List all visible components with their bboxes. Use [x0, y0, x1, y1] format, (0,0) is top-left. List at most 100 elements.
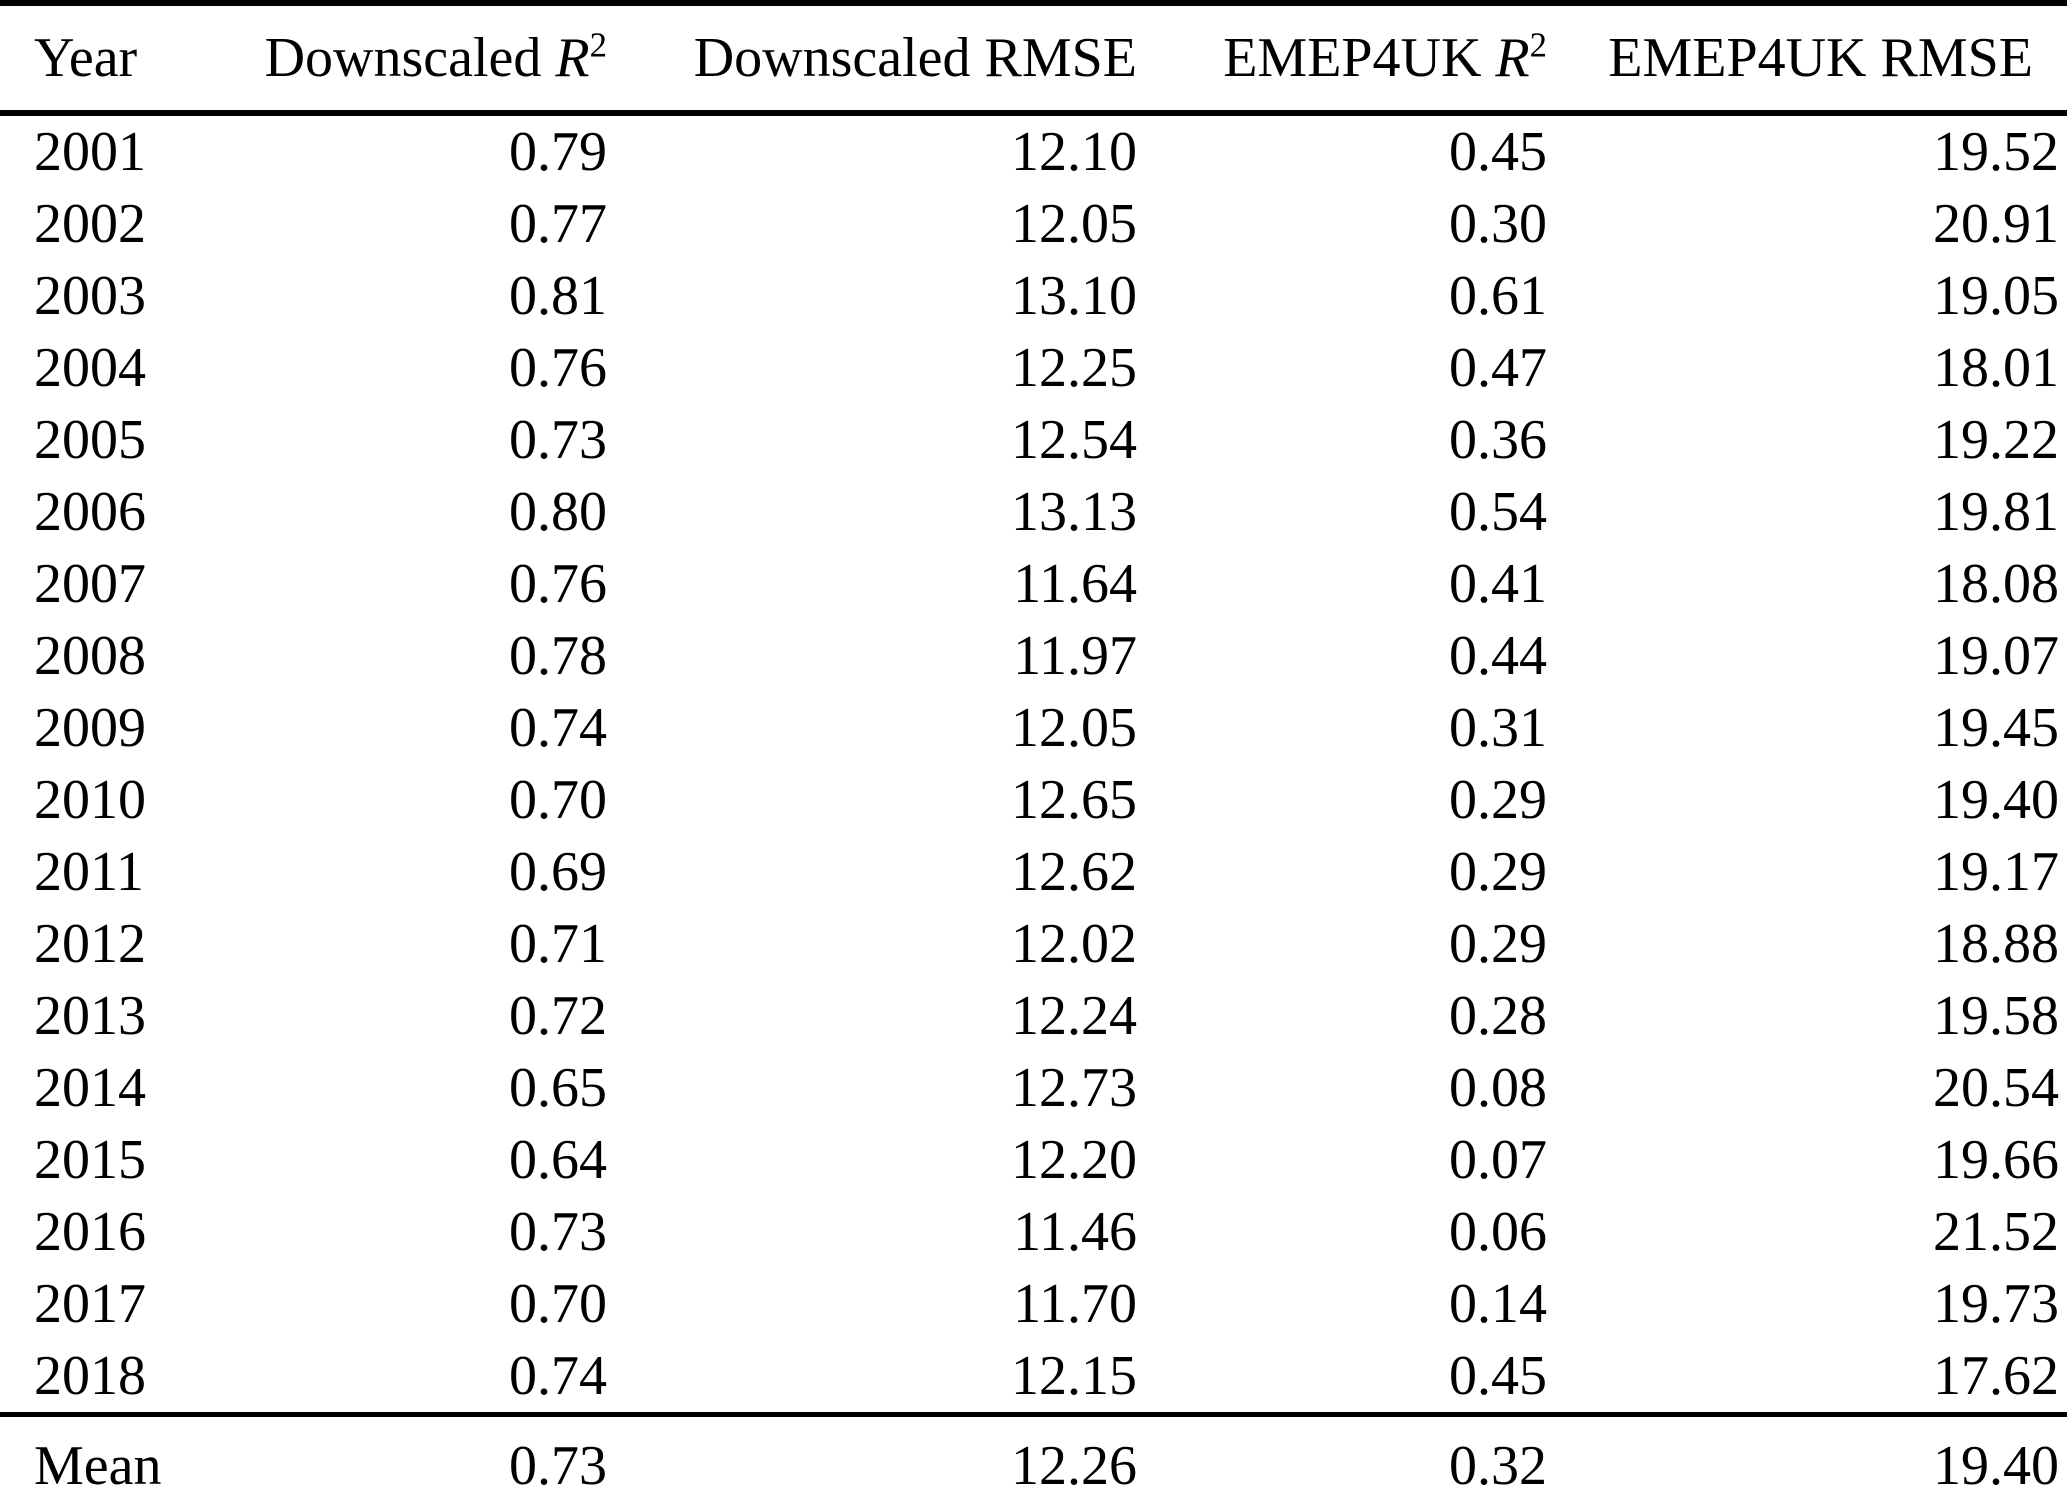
r-symbol: R — [555, 27, 590, 89]
year-cell: 2001 — [34, 121, 146, 183]
value-cell: 0.29 — [1449, 769, 1547, 831]
table-row: 2016 0.73 11.46 0.06 21.52 — [0, 1196, 2067, 1268]
value-cell: 0.76 — [509, 553, 607, 615]
mean-value-cell: 0.32 — [1145, 1412, 1555, 1491]
table-row: 2012 0.71 12.02 0.29 18.88 — [0, 908, 2067, 980]
value-cell: 12.10 — [1011, 121, 1137, 183]
value-cell: 0.79 — [509, 121, 607, 183]
value-cell: 19.40 — [1933, 769, 2059, 831]
value-cell: 0.29 — [1449, 913, 1547, 975]
value-cell: 12.54 — [1011, 409, 1137, 471]
year-cell: 2008 — [34, 625, 146, 687]
year-cell: 2014 — [34, 1057, 146, 1119]
value-cell: 20.91 — [1933, 193, 2059, 255]
value-cell: 0.06 — [1449, 1201, 1547, 1263]
value-cell: 11.97 — [1013, 625, 1137, 687]
value-cell: 19.17 — [1933, 841, 2059, 903]
year-cell: 2017 — [34, 1273, 146, 1335]
value-cell: 0.30 — [1449, 193, 1547, 255]
table-row: 2002 0.77 12.05 0.30 20.91 — [0, 188, 2067, 260]
year-cell: 2010 — [34, 769, 146, 831]
value-cell: 0.61 — [1449, 265, 1547, 327]
table-row: 2006 0.80 13.13 0.54 19.81 — [0, 476, 2067, 548]
value-cell: 0.41 — [1449, 553, 1547, 615]
value-cell: 0.74 — [509, 697, 607, 759]
value-cell: 12.62 — [1011, 841, 1137, 903]
table-row: 2015 0.64 12.20 0.07 19.66 — [0, 1124, 2067, 1196]
value-cell: 11.64 — [1013, 553, 1137, 615]
table-row: 2010 0.70 12.65 0.29 19.40 — [0, 764, 2067, 836]
value-cell: 19.58 — [1933, 985, 2059, 1047]
value-cell: 12.24 — [1011, 985, 1137, 1047]
value-cell: 0.70 — [509, 769, 607, 831]
table-row: 2018 0.74 12.15 0.45 17.62 — [0, 1340, 2067, 1415]
year-cell: 2011 — [34, 841, 144, 903]
value-cell: 0.78 — [509, 625, 607, 687]
value-cell: 0.80 — [509, 481, 607, 543]
value-cell: 17.62 — [1933, 1345, 2059, 1407]
value-cell: 0.31 — [1449, 697, 1547, 759]
value-cell: 19.52 — [1933, 121, 2059, 183]
value-cell: 18.01 — [1933, 337, 2059, 399]
value-cell: 0.54 — [1449, 481, 1547, 543]
year-cell: 2012 — [34, 913, 146, 975]
value-cell: 0.44 — [1449, 625, 1547, 687]
table-row: 2004 0.76 12.25 0.47 18.01 — [0, 332, 2067, 404]
value-cell: 12.73 — [1011, 1057, 1137, 1119]
column-header-downscaled-rmse: Downscaled RMSE — [615, 3, 1145, 116]
year-cell: 2004 — [34, 337, 146, 399]
year-cell: 2009 — [34, 697, 146, 759]
value-cell: 19.22 — [1933, 409, 2059, 471]
value-cell: 19.81 — [1933, 481, 2059, 543]
value-cell: 20.54 — [1933, 1057, 2059, 1119]
value-cell: 12.05 — [1011, 697, 1137, 759]
value-cell: 0.71 — [509, 913, 607, 975]
table-row: 2009 0.74 12.05 0.31 19.45 — [0, 692, 2067, 764]
header-label: EMEP4UK — [1223, 27, 1496, 89]
value-cell: 12.20 — [1011, 1129, 1137, 1191]
value-cell: 13.13 — [1011, 481, 1137, 543]
column-header-emep4uk-rmse: EMEP4UK RMSE — [1555, 3, 2067, 116]
value-cell: 0.74 — [509, 1345, 607, 1407]
year-cell: 2018 — [34, 1345, 146, 1407]
value-cell: 19.45 — [1933, 697, 2059, 759]
value-cell: 12.25 — [1011, 337, 1137, 399]
header-label: Year — [34, 27, 138, 89]
header-label: Downscaled — [264, 27, 556, 89]
table-row: 2008 0.78 11.97 0.44 19.07 — [0, 620, 2067, 692]
value-cell: 19.73 — [1933, 1273, 2059, 1335]
value-cell: 0.36 — [1449, 409, 1547, 471]
value-cell: 0.73 — [509, 409, 607, 471]
value-cell: 0.72 — [509, 985, 607, 1047]
column-header-emep4uk-r2: EMEP4UK R2 — [1145, 3, 1555, 116]
table-row: 2007 0.76 11.64 0.41 18.08 — [0, 548, 2067, 620]
value-cell: 12.02 — [1011, 913, 1137, 975]
value-cell: 21.52 — [1933, 1201, 2059, 1263]
year-cell: 2005 — [34, 409, 146, 471]
value-cell: 0.69 — [509, 841, 607, 903]
value-cell: 0.65 — [509, 1057, 607, 1119]
table-row: 2011 0.69 12.62 0.29 19.17 — [0, 836, 2067, 908]
value-cell: 11.70 — [1013, 1273, 1137, 1335]
value-cell: 18.08 — [1933, 553, 2059, 615]
superscript-2: 2 — [589, 25, 607, 65]
mean-row: Mean 0.73 12.26 0.32 19.40 — [0, 1412, 2067, 1491]
table-body: 2001 0.79 12.10 0.45 19.52 2002 0.77 12.05 0.30 2… — [0, 113, 2067, 1415]
superscript-2: 2 — [1529, 25, 1547, 65]
value-cell: 0.08 — [1449, 1057, 1547, 1119]
value-cell: 11.46 — [1013, 1201, 1137, 1263]
value-cell: 0.45 — [1449, 121, 1547, 183]
value-cell: 0.73 — [509, 1201, 607, 1263]
value-cell: 18.88 — [1933, 913, 2059, 975]
mean-value-cell: 12.26 — [615, 1412, 1145, 1491]
mean-value-cell: 19.40 — [1555, 1412, 2067, 1491]
value-cell: 0.47 — [1449, 337, 1547, 399]
year-cell: 2013 — [34, 985, 146, 1047]
table-row: 2014 0.65 12.73 0.08 20.54 — [0, 1052, 2067, 1124]
value-cell: 0.64 — [509, 1129, 607, 1191]
value-cell: 13.10 — [1011, 265, 1137, 327]
header-label: EMEP4UK RMSE — [1608, 27, 2033, 89]
header-label: Downscaled RMSE — [693, 27, 1137, 89]
